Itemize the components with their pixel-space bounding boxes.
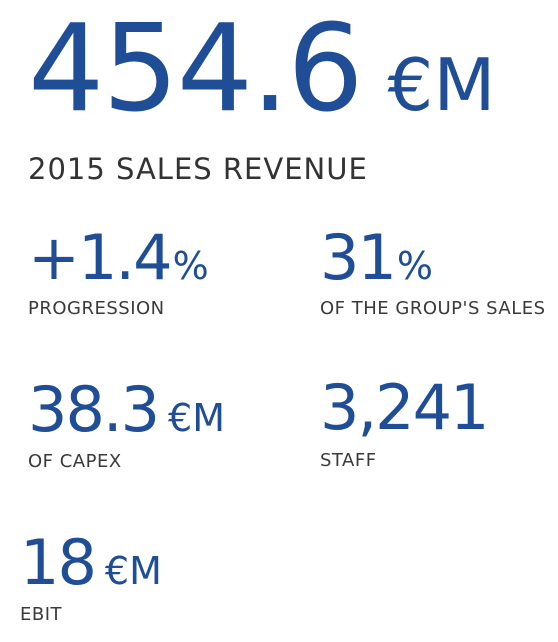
progression-value: +1.4% — [28, 222, 209, 302]
ebit-number: 18 — [20, 526, 97, 599]
progression-unit: % — [172, 244, 209, 288]
sales-revenue-number: 454.6 — [28, 0, 364, 139]
group-sales-value: 31% — [320, 222, 433, 302]
group-sales-unit: % — [396, 244, 434, 288]
capex-number: 38.3 — [28, 373, 160, 446]
progression-number: +1.4 — [28, 221, 173, 294]
group-sales-label: OF THE GROUP'S SALES — [320, 298, 546, 319]
capex-unit: €M — [168, 396, 226, 440]
capex-value: 38.3 €M — [28, 374, 225, 454]
staff-value: 3,241 — [320, 371, 489, 444]
capex-label: OF CAPEX — [28, 451, 122, 472]
sales-revenue-label: 2015 SALES REVENUE — [28, 152, 368, 186]
staff-number: 3,241 — [320, 371, 489, 444]
sales-revenue-value: 454.6 €M — [28, 0, 495, 155]
ebit-unit: €M — [104, 549, 162, 593]
sales-revenue-unit: €M — [387, 43, 496, 127]
group-sales-number: 31 — [320, 221, 397, 294]
ebit-label: EBIT — [20, 604, 63, 625]
progression-label: PROGRESSION — [28, 298, 165, 319]
ebit-value: 18 €M — [20, 527, 162, 607]
staff-label: STAFF — [320, 450, 377, 471]
